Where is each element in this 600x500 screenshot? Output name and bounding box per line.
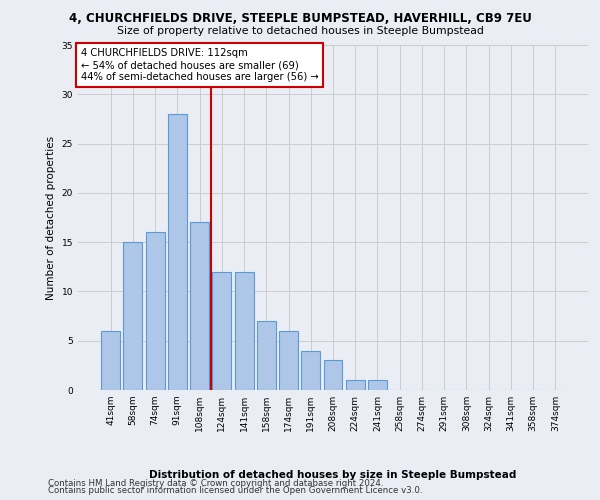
Bar (101, 331, 120, 390)
Bar (212, 272, 231, 390)
Bar (257, 321, 276, 390)
Text: Size of property relative to detached houses in Steeple Bumpstead: Size of property relative to detached ho… (116, 26, 484, 36)
Bar (124, 242, 142, 390)
Y-axis label: Number of detached properties: Number of detached properties (46, 136, 56, 300)
Bar (168, 114, 187, 390)
Bar (190, 222, 209, 390)
Bar (301, 350, 320, 390)
Bar (279, 331, 298, 390)
Bar (146, 232, 164, 390)
Text: 4, CHURCHFIELDS DRIVE, STEEPLE BUMPSTEAD, HAVERHILL, CB9 7EU: 4, CHURCHFIELDS DRIVE, STEEPLE BUMPSTEAD… (68, 12, 532, 26)
X-axis label: Distribution of detached houses by size in Steeple Bumpstead: Distribution of detached houses by size … (149, 470, 517, 480)
Bar (346, 380, 365, 390)
Bar (368, 380, 387, 390)
Text: Contains public sector information licensed under the Open Government Licence v3: Contains public sector information licen… (48, 486, 422, 495)
Text: 4 CHURCHFIELDS DRIVE: 112sqm
← 54% of detached houses are smaller (69)
44% of se: 4 CHURCHFIELDS DRIVE: 112sqm ← 54% of de… (80, 48, 319, 82)
Bar (235, 272, 254, 390)
Text: Contains HM Land Registry data © Crown copyright and database right 2024.: Contains HM Land Registry data © Crown c… (48, 478, 383, 488)
Bar (323, 360, 343, 390)
